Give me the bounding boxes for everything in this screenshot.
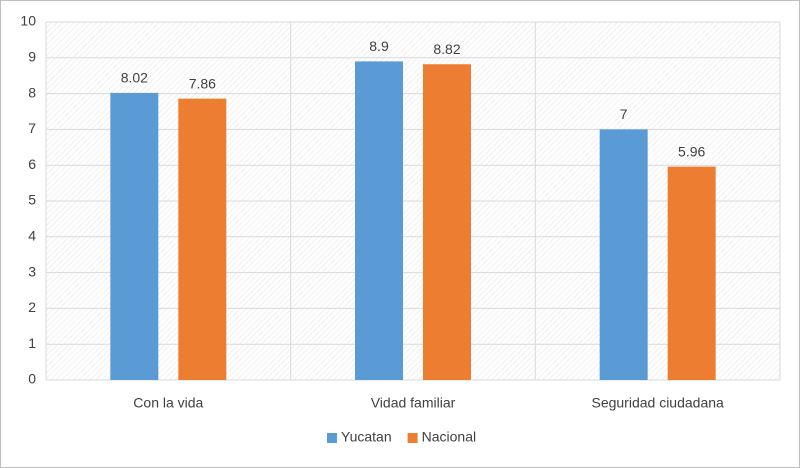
legend-label: Yucatan <box>341 429 392 445</box>
data-label: 7.86 <box>189 75 216 91</box>
bar <box>178 98 227 380</box>
legend-swatch <box>327 433 337 443</box>
y-tick-label: 0 <box>28 371 36 387</box>
data-label: 8.02 <box>121 70 148 86</box>
y-tick-label: 2 <box>28 299 36 315</box>
bar <box>599 129 648 380</box>
x-tick-label: Vidad familiar <box>371 395 456 411</box>
bar <box>355 61 403 380</box>
legend-label: Nacional <box>422 429 476 445</box>
y-tick-label: 3 <box>28 263 36 279</box>
y-tick-label: 4 <box>28 228 36 244</box>
data-label: 8.82 <box>433 41 460 57</box>
y-tick-label: 10 <box>20 13 36 29</box>
y-tick-label: 9 <box>28 49 36 65</box>
bar <box>110 92 159 380</box>
x-tick-label: Seguridad ciudadana <box>591 395 724 411</box>
y-tick-label: 1 <box>28 335 36 351</box>
y-tick-label: 7 <box>28 120 36 136</box>
y-tick-label: 5 <box>28 192 36 208</box>
x-tick-label: Con la vida <box>133 395 203 411</box>
y-tick-label: 8 <box>28 84 36 100</box>
bar <box>423 64 471 380</box>
data-label: 8.9 <box>369 38 389 54</box>
y-tick-label: 6 <box>28 156 36 172</box>
data-label: 5.96 <box>678 143 705 159</box>
legend-swatch <box>407 433 418 443</box>
data-label: 7 <box>620 106 628 122</box>
bar <box>667 166 716 380</box>
